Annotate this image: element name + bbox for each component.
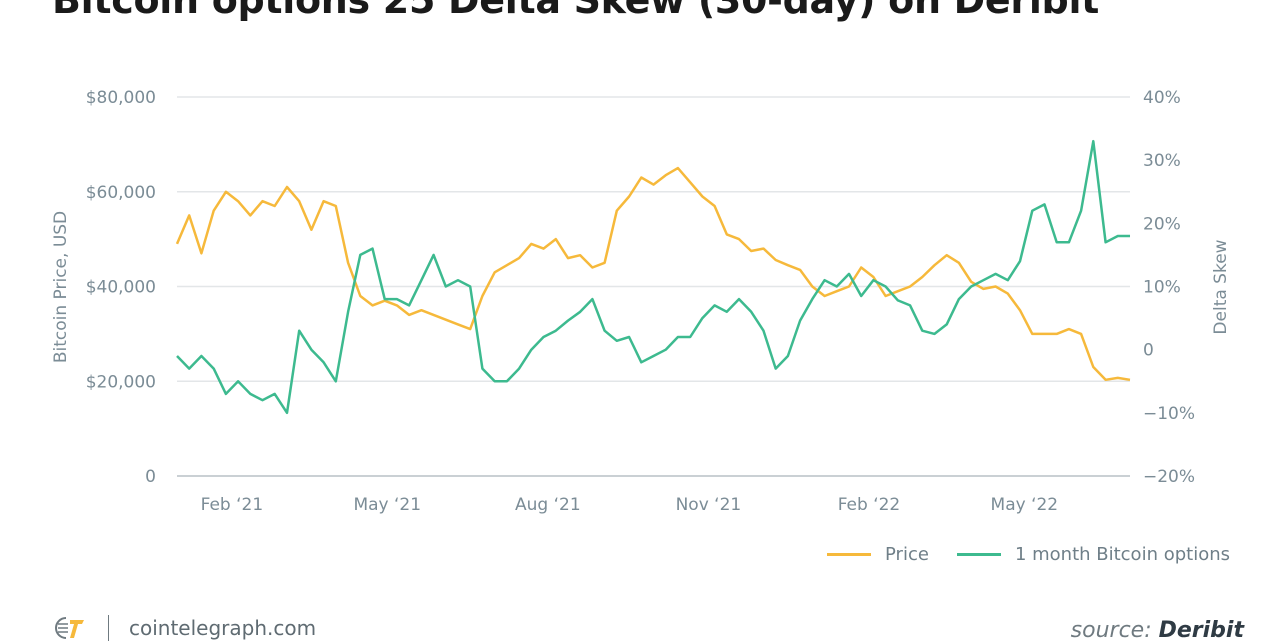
legend-label-skew: 1 month Bitcoin options bbox=[1015, 544, 1230, 565]
x-tick: May ‘21 bbox=[353, 495, 421, 515]
price-line bbox=[177, 168, 1130, 380]
y-tick-left: $60,000 bbox=[86, 183, 156, 203]
legend-label-price: Price bbox=[885, 544, 929, 565]
legend-swatch-price bbox=[827, 553, 871, 556]
x-tick: Feb ‘21 bbox=[201, 495, 264, 515]
cointelegraph-logo-icon bbox=[52, 614, 88, 642]
y-tick-right: 0 bbox=[1143, 341, 1154, 361]
legend: Price 1 month Bitcoin options bbox=[799, 544, 1230, 565]
x-tick: Nov ‘21 bbox=[676, 495, 742, 515]
skew-line bbox=[177, 141, 1130, 413]
y-tick-right: −20% bbox=[1143, 467, 1195, 487]
site-name: cointelegraph.com bbox=[129, 616, 316, 640]
y-tick-right: 30% bbox=[1143, 151, 1181, 171]
y-axis-right-label: Delta Skew bbox=[1211, 239, 1231, 334]
source-label: source: bbox=[1071, 618, 1152, 643]
y-tick-left: $20,000 bbox=[86, 372, 156, 392]
y-tick-left: 0 bbox=[145, 467, 156, 487]
y-tick-right: −10% bbox=[1143, 404, 1195, 424]
source-name: Deribit bbox=[1159, 618, 1244, 643]
y-tick-left: $40,000 bbox=[86, 278, 156, 298]
y-tick-right: 40% bbox=[1143, 88, 1181, 108]
price-points bbox=[177, 168, 1130, 380]
x-tick: Feb ‘22 bbox=[838, 495, 901, 515]
y-tick-right: 20% bbox=[1143, 214, 1181, 234]
y-axis-left-label: Bitcoin Price, USD bbox=[51, 211, 71, 363]
footer-divider bbox=[108, 615, 109, 641]
y-tick-left: $80,000 bbox=[86, 88, 156, 108]
legend-swatch-skew bbox=[957, 553, 1001, 556]
y-tick-right: 10% bbox=[1143, 278, 1181, 298]
x-tick: May ‘22 bbox=[991, 495, 1059, 515]
footer: cointelegraph.com bbox=[52, 614, 316, 642]
x-tick: Aug ‘21 bbox=[515, 495, 581, 515]
source-credit: source: Deribit bbox=[1071, 618, 1244, 643]
